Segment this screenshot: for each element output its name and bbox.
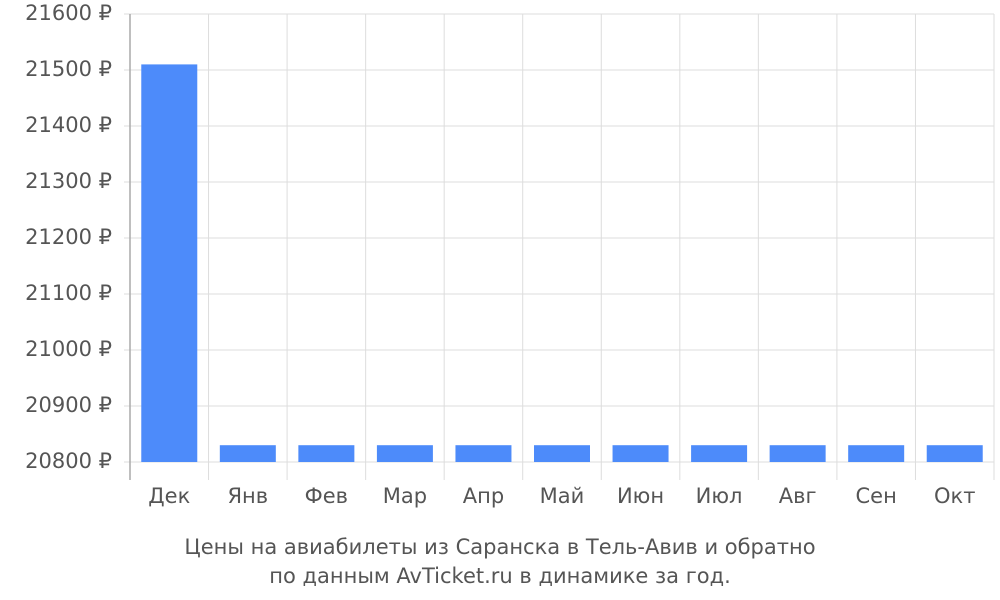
bar — [376, 445, 433, 462]
bar — [769, 445, 826, 462]
y-tick-label: 21100 ₽ — [25, 281, 112, 305]
x-tick-label: Май — [540, 484, 585, 508]
y-tick-label: 21500 ₽ — [25, 57, 112, 81]
bar — [926, 445, 983, 462]
y-tick-label: 21400 ₽ — [25, 113, 112, 137]
y-tick-label: 21200 ₽ — [25, 225, 112, 249]
x-tick-label: Окт — [934, 484, 975, 508]
bar — [848, 445, 905, 462]
bar — [534, 445, 590, 462]
chart-title: по данным AvTicket.ru в динамике за год. — [269, 564, 731, 588]
bar — [455, 445, 512, 462]
y-tick-label: 20900 ₽ — [25, 393, 112, 417]
bar — [298, 445, 355, 462]
x-tick-label: Июн — [617, 484, 664, 508]
x-tick-label: Мар — [383, 484, 427, 508]
bar — [691, 445, 748, 462]
x-tick-label: Апр — [463, 484, 504, 508]
x-tick-label: Сен — [856, 484, 897, 508]
x-tick-label: Фев — [305, 484, 348, 508]
x-tick-label: Июл — [696, 484, 743, 508]
y-tick-label: 21000 ₽ — [25, 337, 112, 361]
bar — [141, 64, 198, 463]
y-tick-label: 20800 ₽ — [25, 449, 112, 473]
x-tick-label: Дек — [148, 484, 190, 508]
chart-title: Цены на авиабилеты из Саранска в Тель-Ав… — [184, 535, 815, 559]
bar — [219, 445, 276, 462]
y-tick-label: 21300 ₽ — [25, 169, 112, 193]
x-tick-label: Янв — [227, 484, 268, 508]
bar — [612, 445, 669, 462]
x-tick-label: Авг — [779, 484, 817, 508]
y-tick-label: 21600 ₽ — [25, 1, 112, 25]
